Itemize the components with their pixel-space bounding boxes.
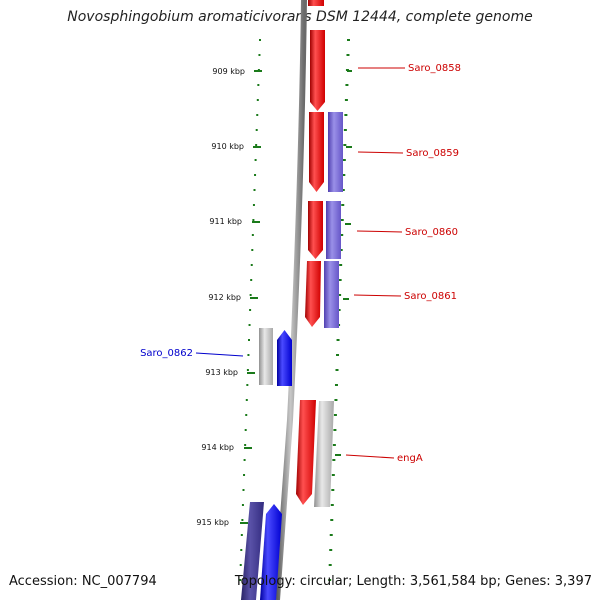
accession-text: Accession: NC_007794 <box>9 574 157 589</box>
ruler-tick: 912 kbp <box>208 293 258 302</box>
gene-arrow-blue-bottom <box>260 504 282 600</box>
genome-backbone <box>274 0 307 600</box>
gene-label-text: Saro_0859 <box>406 148 459 159</box>
ruler-tick-label: 915 kbp <box>196 518 229 527</box>
ruler-tick: 909 kbp <box>212 67 262 76</box>
gene-arrow-saro-0860[interactable] <box>308 201 323 259</box>
ruler-tick-label: 914 kbp <box>201 443 234 452</box>
ruler-tick: 911 kbp <box>209 217 260 226</box>
ruler-dotted-track <box>239 39 261 581</box>
ruler-tick: 910 kbp <box>211 142 261 151</box>
right-dotted-track <box>328 39 350 581</box>
gray-track-segment <box>314 401 334 507</box>
gene-label-text: Saro_0858 <box>408 63 461 74</box>
genome-title: Novosphingobium aromaticivorans DSM 1244… <box>67 9 533 25</box>
ruler-tick-label: 912 kbp <box>208 293 241 302</box>
gene-label-enga[interactable]: engA <box>335 453 423 464</box>
gene-arrow-saro-0858[interactable] <box>310 30 325 111</box>
gene-label-saro-0862[interactable]: Saro_0862 <box>140 348 244 359</box>
gene-label-text: engA <box>397 453 423 464</box>
gene-label-text: Saro_0862 <box>140 348 193 359</box>
topology-text: Topology: circular; Length: 3,561,584 bp… <box>234 574 592 589</box>
purple-track-segment <box>328 112 343 192</box>
gray-track-segment <box>259 328 273 385</box>
ruler-tick-label: 910 kbp <box>211 142 244 151</box>
purple-track-segment <box>326 201 341 259</box>
ruler-tick-label: 909 kbp <box>212 67 245 76</box>
gene-arrow-saro-0862[interactable] <box>277 330 292 386</box>
purple-track-segment <box>324 261 339 328</box>
gene-label-text: Saro_0860 <box>405 227 458 238</box>
ruler-tick-label: 911 kbp <box>209 217 242 226</box>
ruler-tick: 915 kbp <box>196 518 248 527</box>
gene-arrow-saro-0859[interactable] <box>309 112 324 192</box>
dark-purple-track-segment <box>241 502 264 600</box>
gene-label-saro-0860[interactable]: Saro_0860 <box>345 223 458 238</box>
gene-label-saro-0861[interactable]: Saro_0861 <box>343 291 457 302</box>
gene-arrow-enga[interactable] <box>296 400 316 505</box>
gene-label-saro-0859[interactable]: Saro_0859 <box>346 146 459 159</box>
gene-label-text: Saro_0861 <box>404 291 457 302</box>
gene-arrow-saro-0861[interactable] <box>305 261 321 327</box>
ruler-tick: 913 kbp <box>205 368 255 377</box>
ruler-tick-label: 913 kbp <box>205 368 238 377</box>
ruler-tick: 914 kbp <box>201 443 252 452</box>
gene-label-saro-0858[interactable]: Saro_0858 <box>347 63 461 74</box>
gene-arrow-partial-top <box>308 0 324 6</box>
